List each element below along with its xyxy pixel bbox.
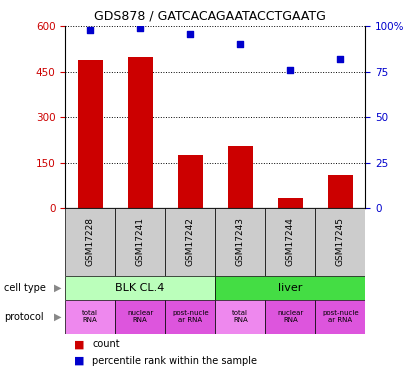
Text: GDS878 / GATCACAGAATACCTGAATG: GDS878 / GATCACAGAATACCTGAATG <box>94 9 326 22</box>
Bar <box>215 276 365 300</box>
Bar <box>178 155 203 208</box>
Point <box>337 56 344 62</box>
Text: ▶: ▶ <box>54 283 62 293</box>
Text: GSM17241: GSM17241 <box>136 217 144 266</box>
Point <box>287 67 294 73</box>
Point <box>137 25 144 31</box>
Text: GSM17244: GSM17244 <box>286 217 295 266</box>
Text: GSM17243: GSM17243 <box>236 217 245 266</box>
Text: percentile rank within the sample: percentile rank within the sample <box>92 356 257 366</box>
Bar <box>328 175 353 208</box>
Bar <box>65 300 115 334</box>
Text: total
RNA: total RNA <box>232 310 248 323</box>
Bar <box>215 300 265 334</box>
Text: cell type: cell type <box>4 283 46 293</box>
Bar <box>265 300 315 334</box>
Point <box>237 42 244 48</box>
Bar <box>65 208 115 276</box>
Bar <box>65 276 215 300</box>
Point <box>187 30 194 36</box>
Text: GSM17242: GSM17242 <box>186 217 195 266</box>
Bar <box>278 198 303 208</box>
Bar <box>128 57 153 208</box>
Text: count: count <box>92 339 120 349</box>
Text: ■: ■ <box>74 339 84 349</box>
Text: BLK CL.4: BLK CL.4 <box>116 283 165 293</box>
Bar <box>265 208 315 276</box>
Text: liver: liver <box>278 283 302 293</box>
Bar <box>115 300 165 334</box>
Text: post-nucle
ar RNA: post-nucle ar RNA <box>172 310 209 323</box>
Text: protocol: protocol <box>4 312 44 322</box>
Bar <box>165 300 215 334</box>
Bar <box>165 208 215 276</box>
Text: ▶: ▶ <box>54 312 62 322</box>
Text: nuclear
RNA: nuclear RNA <box>277 310 303 323</box>
Text: total
RNA: total RNA <box>82 310 98 323</box>
Text: GSM17228: GSM17228 <box>86 217 94 266</box>
Text: ■: ■ <box>74 356 84 366</box>
Point <box>87 27 94 33</box>
Bar <box>315 300 365 334</box>
Text: nuclear
RNA: nuclear RNA <box>127 310 153 323</box>
Bar <box>228 146 253 208</box>
Text: GSM17245: GSM17245 <box>336 217 345 266</box>
Bar <box>215 208 265 276</box>
Bar <box>315 208 365 276</box>
Text: post-nucle
ar RNA: post-nucle ar RNA <box>322 310 359 323</box>
Bar <box>115 208 165 276</box>
Bar <box>78 60 102 208</box>
